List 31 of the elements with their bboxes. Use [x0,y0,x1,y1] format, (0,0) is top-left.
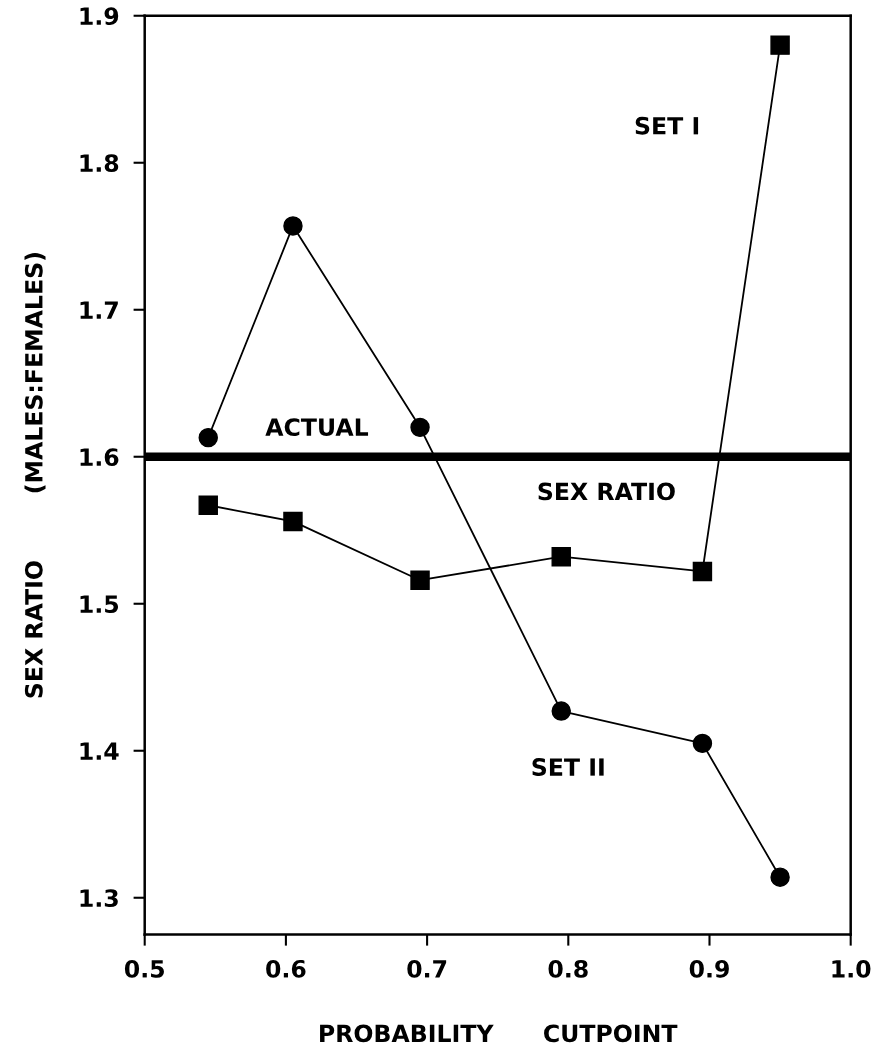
x-axis-title: PROBABILITY CUTPOINT [320,1024,678,1043]
x-tick-label: 0.9 [689,959,729,978]
point [770,35,790,55]
x-tick-label: 0.8 [548,959,588,978]
point [410,417,430,438]
point [770,867,790,887]
point [551,701,571,721]
point [198,495,218,515]
point [410,570,430,590]
annotation: SEX RATIO [538,482,675,501]
point [198,427,218,448]
point [283,216,303,236]
x-tick-label: 1.0 [832,959,871,978]
annotation: ACTUAL [265,418,369,437]
point [283,511,303,532]
point [692,561,713,582]
y-tick-label: 1.6 [80,448,119,467]
y-axis-title: SEX RATIO (MALES:FEMALES) [24,253,46,698]
y-tick-label: 1.3 [80,889,118,908]
x-tick-label: 0.5 [124,959,164,978]
point [551,546,571,567]
y-tick-label: 1.4 [80,742,119,760]
y-tick-label: 1.9 [80,7,119,26]
x-tick-label: 0.7 [407,959,447,978]
point [692,733,713,754]
x-tick-label: 0.6 [266,959,306,978]
series-label: SET II [532,758,604,776]
y-tick-label: 1.7 [80,301,118,319]
text: SET I [635,116,699,135]
y-tick-label: 1.5 [80,595,119,614]
y-tick-label: 1.8 [80,154,119,173]
